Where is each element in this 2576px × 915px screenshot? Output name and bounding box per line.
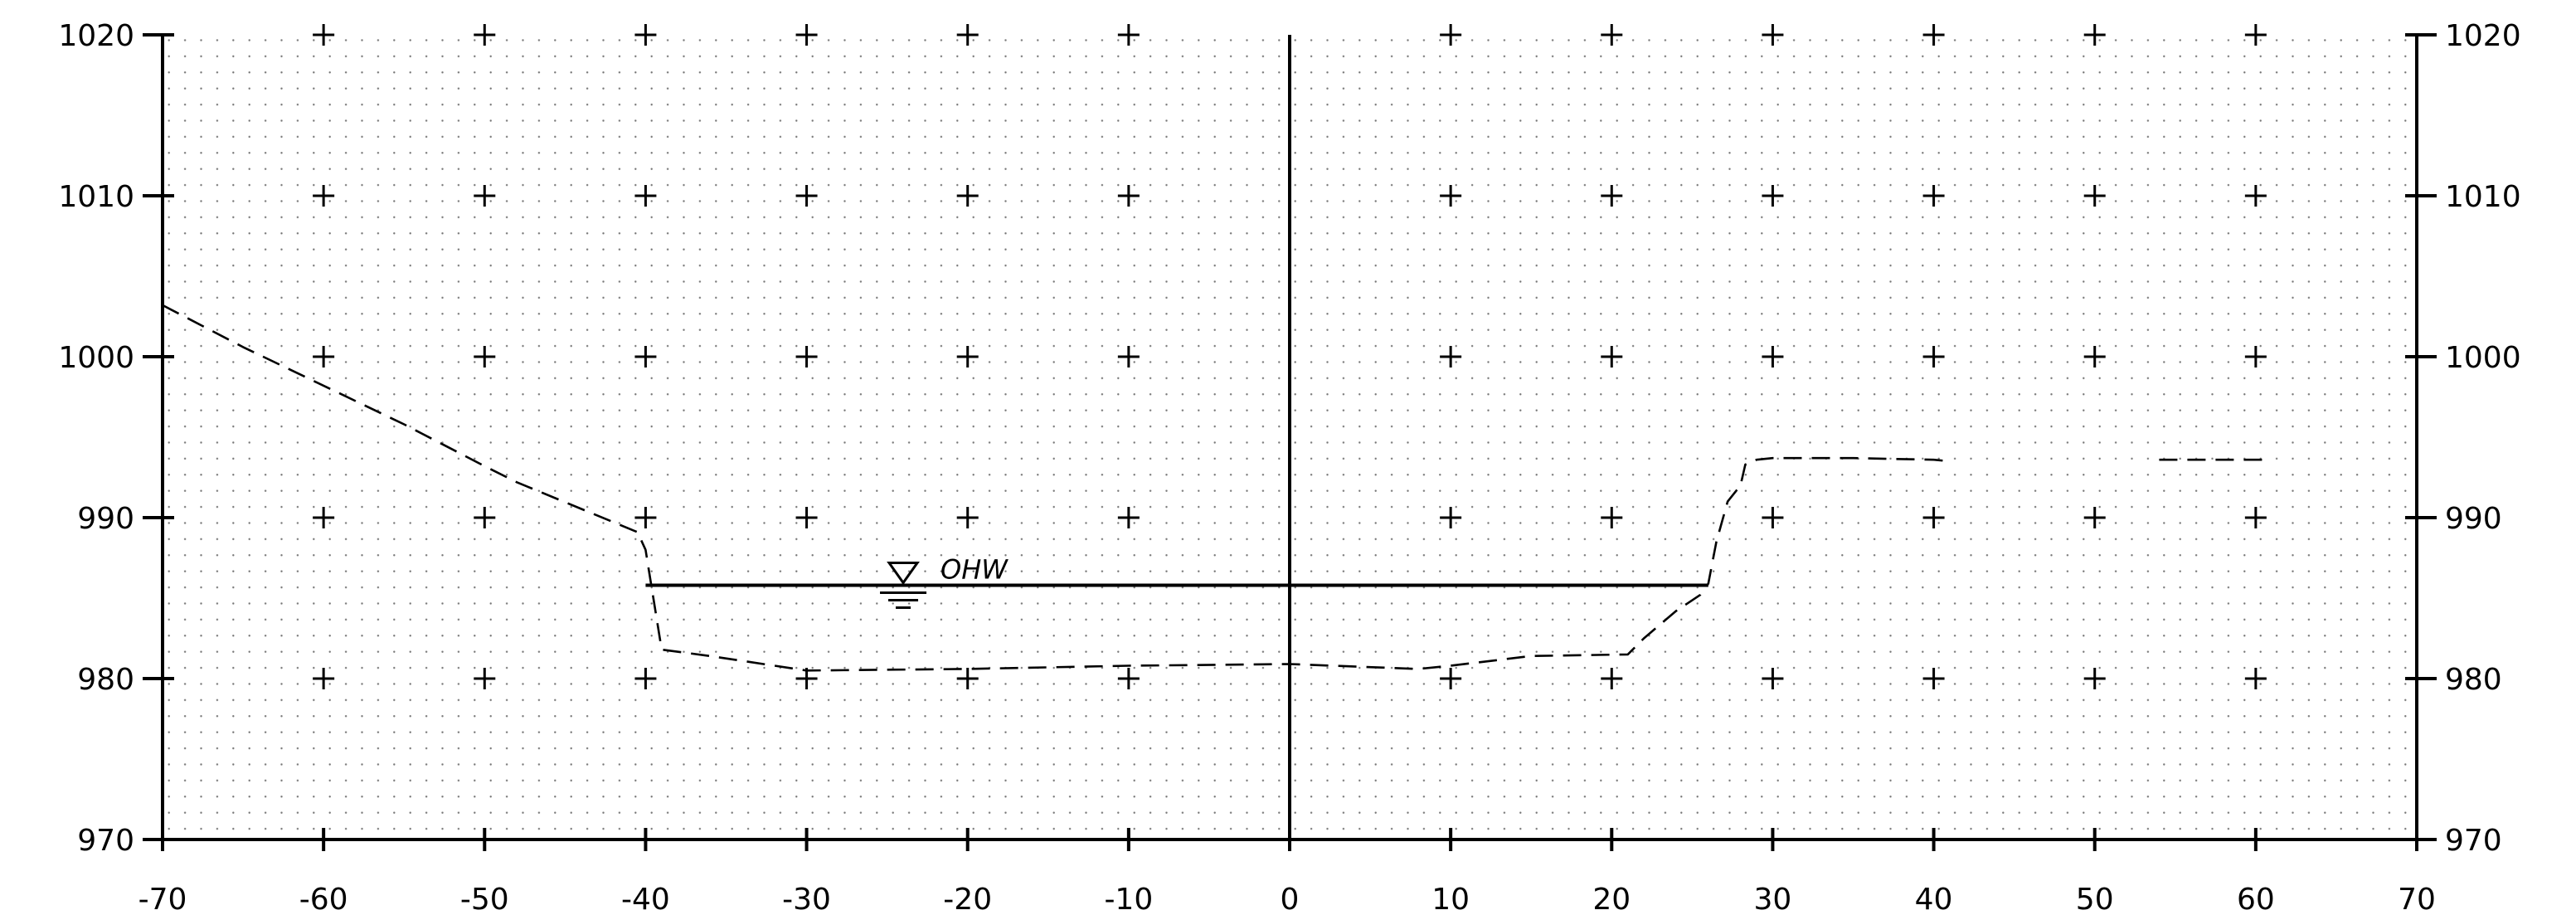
grid-cross xyxy=(634,24,657,46)
grid-cross xyxy=(1762,24,1784,46)
y-tick-label-right: 990 xyxy=(2445,502,2502,536)
x-tick-label: -20 xyxy=(943,883,992,915)
grid-cross xyxy=(313,185,335,207)
grid-cross xyxy=(313,24,335,46)
x-tick-label: 60 xyxy=(2237,883,2275,915)
grid-cross xyxy=(474,346,496,367)
x-tick-label: -40 xyxy=(621,883,670,915)
y-tick-label-right: 1020 xyxy=(2445,19,2521,53)
grid-cross xyxy=(474,507,496,528)
y-tick-label-left: 1000 xyxy=(58,341,134,375)
x-tick-label: 40 xyxy=(1915,883,1953,915)
grid-cross xyxy=(795,24,818,46)
grid-cross xyxy=(2083,24,2106,46)
grid-cross xyxy=(1922,668,1945,689)
grid-cross xyxy=(1440,668,1462,689)
grid-cross xyxy=(313,346,335,367)
x-tick-label: 30 xyxy=(1754,883,1792,915)
grid-cross xyxy=(1440,185,1462,207)
grid-cross xyxy=(956,668,979,689)
y-tick-label-right: 980 xyxy=(2445,663,2502,697)
y-tick-label-left: 1020 xyxy=(58,19,134,53)
grid-cross xyxy=(1117,185,1140,207)
grid-cross xyxy=(956,185,979,207)
grid-cross xyxy=(2244,346,2267,367)
grid-cross xyxy=(1762,346,1784,367)
grid-cross xyxy=(1117,346,1140,367)
grid-cross xyxy=(956,24,979,46)
grid-cross xyxy=(956,346,979,367)
y-tick-label-left: 970 xyxy=(77,824,134,858)
grid-cross xyxy=(1601,185,1623,207)
grid-cross xyxy=(313,507,335,528)
grid-cross xyxy=(2244,668,2267,689)
x-tick-label: 0 xyxy=(1281,883,1300,915)
water-level-triangle-icon xyxy=(887,561,920,586)
y-tick-label-left: 1010 xyxy=(58,180,134,214)
ground-profile-line xyxy=(162,304,1951,672)
y-tick-label-left: 980 xyxy=(77,663,134,697)
x-axis-tick-labels: -70 -60 -50 -40 -30 -20 -10 0 10 20 30 40 50 60 70 xyxy=(139,883,2436,915)
grid-cross xyxy=(1117,24,1140,46)
grid-cross xyxy=(1922,24,1945,46)
x-tick-label: 20 xyxy=(1592,883,1631,915)
y-tick-label-left: 990 xyxy=(77,502,134,536)
grid-cross xyxy=(1440,24,1462,46)
grid-cross xyxy=(956,507,979,528)
x-tick-label: -50 xyxy=(460,883,509,915)
water-surface-label: OHW xyxy=(940,553,1009,585)
water-level-lines-icon xyxy=(880,591,927,609)
grid-cross xyxy=(2244,507,2267,528)
grid-cross xyxy=(2244,24,2267,46)
grid-cross xyxy=(474,668,496,689)
grid-cross xyxy=(634,668,657,689)
grid-cross xyxy=(2083,346,2106,367)
grid-cross xyxy=(474,185,496,207)
x-tick-label: -30 xyxy=(782,883,831,915)
x-tick-label: 70 xyxy=(2398,883,2436,915)
x-tick-label: -70 xyxy=(139,883,187,915)
grid-cross xyxy=(634,185,657,207)
grid-cross xyxy=(2083,507,2106,528)
grid-cross xyxy=(313,668,335,689)
x-tick-label: 50 xyxy=(2076,883,2114,915)
grid-cross xyxy=(1440,507,1462,528)
x-tick-label: 10 xyxy=(1431,883,1470,915)
grid-cross xyxy=(1922,507,1945,528)
x-tick-label: -60 xyxy=(299,883,348,915)
grid-cross xyxy=(1762,668,1784,689)
grid-cross xyxy=(634,346,657,367)
grid-cross xyxy=(1117,507,1140,528)
y-tick-label-right: 970 xyxy=(2445,824,2502,858)
grid-cross xyxy=(1762,185,1784,207)
y-axis-left-tick-labels: 970 980 990 1000 1010 1020 xyxy=(58,19,134,858)
grid-cross xyxy=(2083,185,2106,207)
y-tick-label-right: 1000 xyxy=(2445,341,2521,375)
water-surface-series: OHW xyxy=(645,553,1708,609)
tick-marks xyxy=(143,33,2437,851)
grid-cross xyxy=(2244,185,2267,207)
x-tick-label: -10 xyxy=(1104,883,1153,915)
y-axis-right-tick-labels: 970 980 990 1000 1010 1020 xyxy=(2445,19,2521,858)
grid-cross xyxy=(1922,346,1945,367)
major-grid-crosses xyxy=(313,24,2267,689)
grid-cross xyxy=(634,507,657,528)
grid-cross xyxy=(1601,24,1623,46)
y-tick-label-right: 1010 xyxy=(2445,180,2521,214)
grid-cross xyxy=(2083,668,2106,689)
grid-cross xyxy=(795,507,818,528)
ground-profile-series xyxy=(162,304,2272,672)
grid-cross xyxy=(1762,507,1784,528)
grid-cross xyxy=(795,185,818,207)
grid-cross xyxy=(1922,185,1945,207)
grid-cross xyxy=(795,346,818,367)
grid-cross xyxy=(474,24,496,46)
grid-cross xyxy=(1601,668,1623,689)
grid-cross xyxy=(1440,346,1462,367)
grid-cross xyxy=(1117,668,1140,689)
grid-cross xyxy=(1601,507,1623,528)
grid-cross xyxy=(1601,346,1623,367)
